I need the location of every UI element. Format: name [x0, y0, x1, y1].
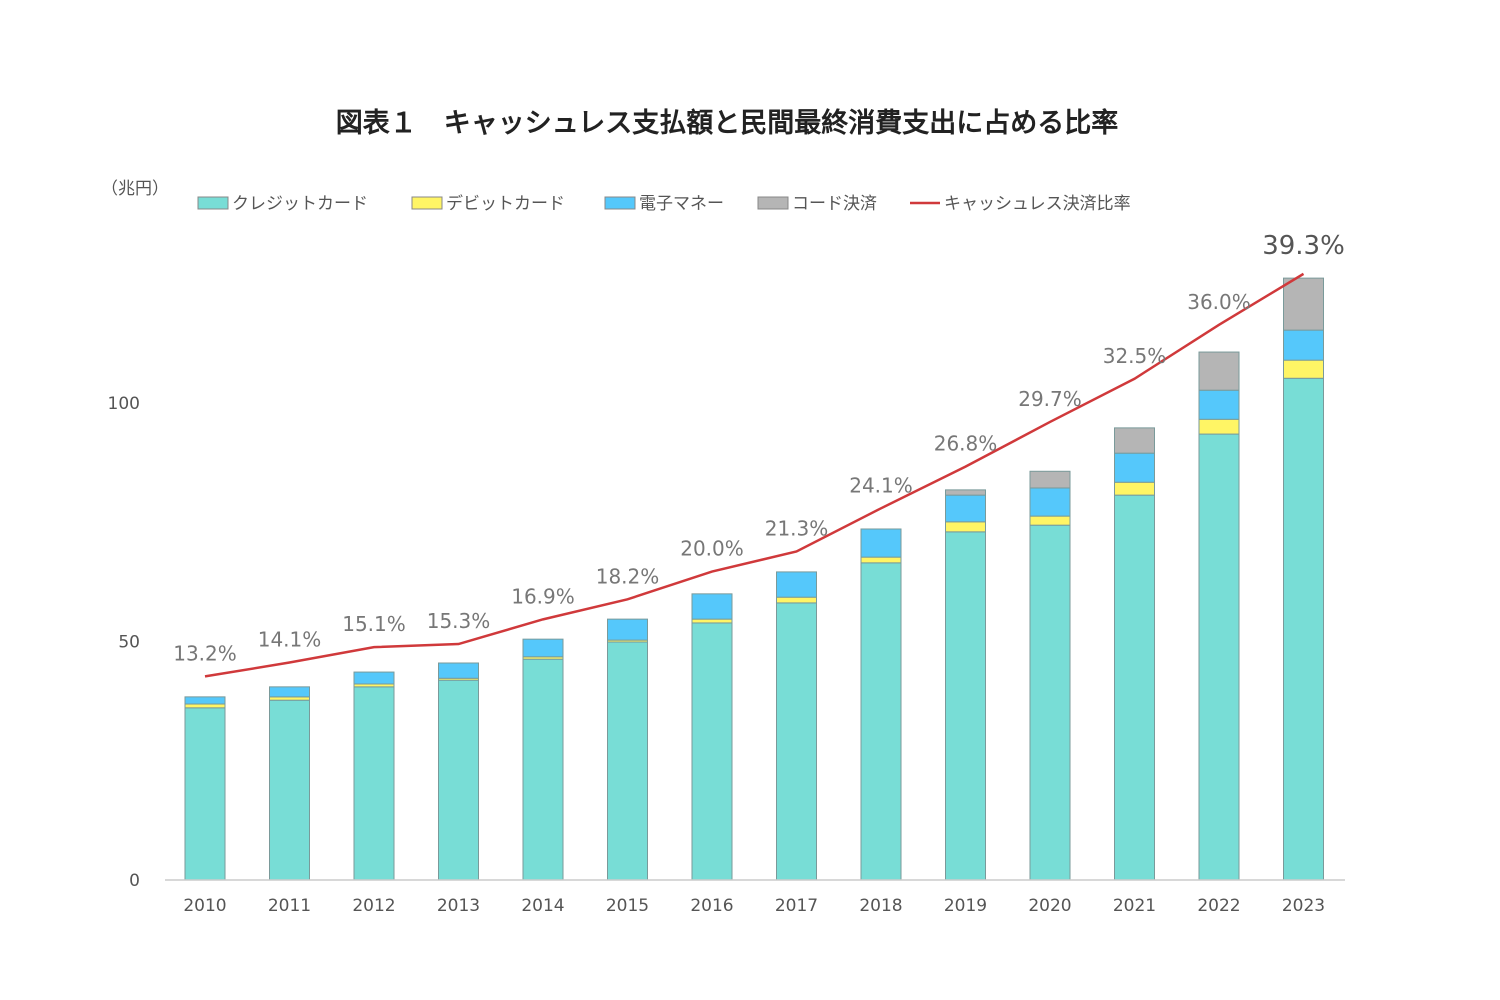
data-label: 29.7%	[1018, 387, 1082, 411]
bar-segment-電子マネー	[945, 494, 986, 523]
x-tick-label: 2022	[1197, 896, 1240, 916]
bar-segment-クレジットカード	[353, 686, 395, 881]
ratio-line: 13.2% 14.1% 15.1% 15.3% 16.9% 18.2% 20.0% 21.3%…	[173, 231, 1345, 678]
legend-swatch	[197, 196, 229, 210]
bar-segment-クレジットカード	[269, 699, 310, 881]
bar-segment-電子マネー	[1283, 329, 1324, 361]
x-tick-label: 2014	[521, 896, 564, 916]
x-tick-label: 2011	[268, 896, 311, 916]
bar-segment-デビットカード	[1029, 515, 1071, 526]
bar-segment-デビットカード	[776, 596, 817, 604]
bar-segment-電子マネー	[353, 671, 395, 685]
x-tick-label: 2021	[1113, 896, 1156, 916]
legend-swatch	[411, 196, 443, 210]
legend-label: デビットカード	[446, 193, 565, 214]
legend: クレジットカード デビットカード 電子マネー コード決済 キャッシュレス決済比率	[197, 193, 1131, 214]
bar-segment-デビットカード	[860, 556, 902, 564]
data-label: 15.3%	[427, 609, 491, 633]
bar-segment-電子マネー	[1198, 389, 1240, 420]
bar-segment-クレジットカード	[607, 641, 648, 881]
data-label: 20.0%	[680, 537, 744, 561]
x-tick-label: 2013	[437, 896, 480, 916]
data-label: 13.2%	[173, 641, 237, 665]
y-tick-label: 100	[108, 394, 140, 414]
x-tick-label: 2018	[859, 896, 902, 916]
bar-segment-デビットカード	[269, 696, 310, 701]
bars	[184, 277, 1324, 881]
bar-segment-コード決済	[1283, 277, 1324, 331]
bar-segment-デビットカード	[691, 618, 733, 624]
bar-segment-デビットカード	[1114, 481, 1155, 496]
legend-label: 電子マネー	[639, 194, 724, 214]
bar-segment-電子マネー	[607, 618, 648, 641]
bar-segment-電子マネー	[269, 686, 310, 698]
bar-segment-電子マネー	[691, 593, 733, 620]
data-label: 32.5%	[1103, 344, 1167, 368]
bar-segment-クレジットカード	[1114, 494, 1155, 881]
bar-segment-電子マネー	[776, 571, 817, 598]
bar-segment-クレジットカード	[860, 562, 902, 881]
x-tick-label: 2015	[606, 896, 649, 916]
bar-segment-クレジットカード	[438, 679, 479, 881]
bar-segment-デビットカード	[184, 703, 226, 709]
x-tick-label: 2023	[1282, 896, 1325, 916]
bar-segment-クレジットカード	[522, 658, 564, 881]
x-tick-label: 2019	[944, 896, 987, 916]
legend-swatch	[604, 196, 636, 210]
bar-segment-クレジットカード	[1029, 524, 1071, 881]
bar-segment-クレジットカード	[1198, 433, 1240, 881]
data-label: 26.8%	[934, 432, 998, 456]
bar-segment-電子マネー	[184, 696, 226, 705]
bar-segment-クレジットカード	[776, 602, 817, 881]
bar-segment-クレジットカード	[945, 531, 986, 881]
data-label: 36.0%	[1187, 290, 1251, 314]
bar-segment-デビットカード	[1198, 418, 1240, 435]
x-tick-label: 2012	[352, 896, 395, 916]
bar-segment-クレジットカード	[184, 707, 226, 881]
data-label: 21.3%	[765, 516, 829, 540]
legend-label: キャッシュレス決済比率	[944, 194, 1131, 214]
bar-segment-デビットカード	[1283, 359, 1324, 379]
data-label: 16.9%	[511, 584, 575, 608]
data-label: 15.1%	[342, 612, 406, 636]
x-tick-label: 2020	[1028, 896, 1071, 916]
bar-segment-電子マネー	[860, 528, 902, 558]
bar-segment-デビットカード	[945, 521, 986, 533]
legend-swatch	[757, 196, 789, 210]
y-tick-label: 0	[129, 871, 140, 891]
x-axis: 2010 2011 2012 2013 2014 2015 2016 2017 2018 2019…	[183, 896, 1325, 916]
x-tick-label: 2017	[775, 896, 818, 916]
bar-segment-電子マネー	[1029, 487, 1071, 517]
bar-segment-コード決済	[945, 489, 986, 496]
ratio-line-path	[204, 272, 1305, 678]
bar-segment-コード決済	[1114, 427, 1155, 454]
y-axis: 0 50 100	[108, 394, 140, 891]
chart-title: 図表１ キャッシュレス支払額と民間最終消費支出に占める比率	[336, 107, 1118, 139]
legend-label: クレジットカード	[232, 194, 368, 214]
bar-segment-電子マネー	[1114, 452, 1155, 483]
bar-segment-コード決済	[1198, 351, 1240, 391]
data-label: 18.2%	[596, 564, 660, 588]
data-label: 14.1%	[258, 628, 322, 652]
legend-label: コード決済	[792, 194, 877, 214]
data-label: 39.3%	[1262, 231, 1345, 261]
y-tick-label: 50	[118, 633, 140, 653]
bar-segment-電子マネー	[522, 638, 564, 658]
bar-segment-クレジットカード	[1283, 377, 1324, 881]
x-tick-label: 2010	[183, 896, 226, 916]
x-tick-label: 2016	[690, 896, 733, 916]
bar-segment-クレジットカード	[691, 622, 733, 881]
bar-segment-コード決済	[1029, 470, 1071, 489]
data-label: 24.1%	[849, 473, 913, 497]
y-axis-unit-label: （兆円）	[101, 179, 169, 199]
bar-segment-電子マネー	[438, 662, 479, 679]
